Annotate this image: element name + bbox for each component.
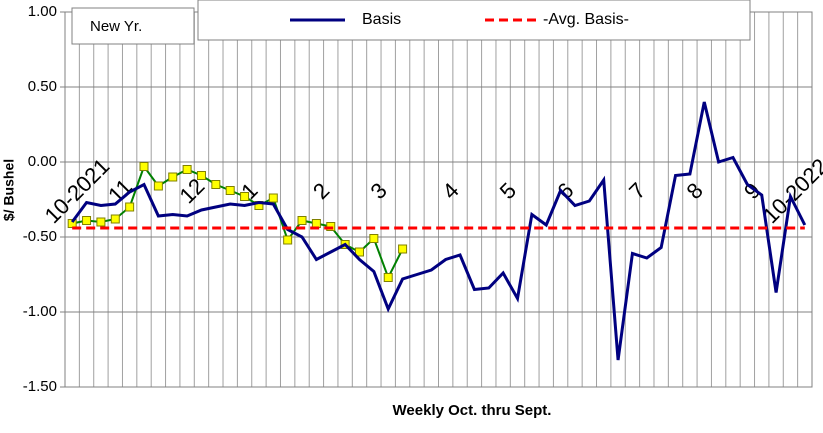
series-marker <box>398 244 408 254</box>
legend-box <box>197 0 751 41</box>
series-marker <box>354 247 364 257</box>
x-axis-title: Weekly Oct. thru Sept. <box>393 402 552 419</box>
series-marker <box>311 219 321 228</box>
series-marker <box>125 202 135 212</box>
series-marker <box>182 165 192 174</box>
legend-box <box>71 7 195 45</box>
series-marker <box>240 192 250 201</box>
y-tick-label: -1.00 <box>23 303 57 320</box>
y-tick-label: -1.50 <box>23 378 57 395</box>
legend-label: New Yr. <box>90 18 142 35</box>
series-marker <box>168 172 178 182</box>
series-marker <box>283 235 293 245</box>
series-marker <box>96 217 106 227</box>
series-marker <box>383 273 393 282</box>
y-tick-label: 0.50 <box>28 78 57 95</box>
y-tick-label: 0.00 <box>28 153 57 170</box>
series-marker <box>82 216 92 225</box>
series-marker <box>297 216 307 225</box>
y-axis-title: $/ Bushel <box>1 159 17 221</box>
y-tick-label: -0.50 <box>23 228 57 245</box>
series-marker <box>369 234 379 243</box>
y-tick-label: 1.00 <box>28 3 57 20</box>
legend-label: -Avg. Basis- <box>543 11 629 28</box>
series-marker <box>268 193 278 203</box>
series-marker <box>153 181 163 191</box>
series-marker <box>196 171 206 180</box>
series-marker <box>139 162 149 171</box>
series-marker <box>211 180 221 189</box>
series-marker <box>110 214 120 224</box>
series-line <box>70 101 807 361</box>
series-marker <box>225 186 235 195</box>
legend-label: Basis <box>362 11 401 28</box>
